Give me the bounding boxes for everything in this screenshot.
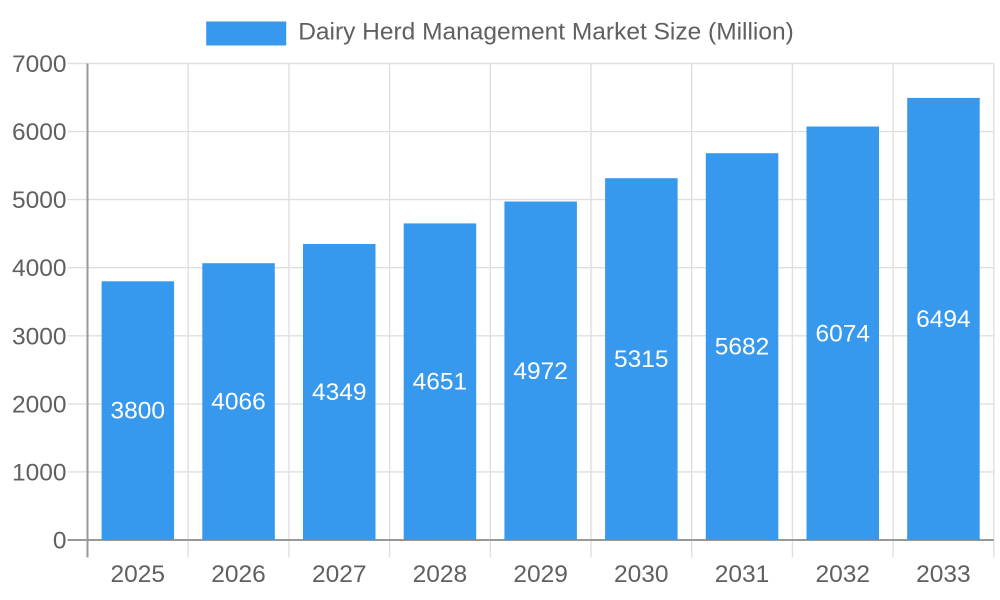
- svg-text:4000: 4000: [12, 255, 67, 282]
- svg-text:5000: 5000: [12, 187, 67, 214]
- svg-text:7000: 7000: [12, 51, 67, 78]
- svg-text:2025: 2025: [111, 561, 166, 588]
- svg-text:4651: 4651: [413, 369, 468, 396]
- svg-text:6494: 6494: [916, 306, 971, 333]
- svg-text:4349: 4349: [312, 379, 367, 406]
- svg-text:2029: 2029: [513, 561, 568, 588]
- svg-text:1000: 1000: [12, 459, 67, 486]
- svg-text:3800: 3800: [111, 398, 166, 425]
- svg-text:6074: 6074: [815, 320, 870, 347]
- svg-text:5682: 5682: [715, 334, 770, 361]
- svg-text:4066: 4066: [211, 389, 266, 416]
- svg-text:2031: 2031: [715, 561, 770, 588]
- svg-text:2030: 2030: [614, 561, 669, 588]
- svg-text:3000: 3000: [12, 323, 67, 350]
- svg-text:2033: 2033: [916, 561, 971, 588]
- svg-text:2000: 2000: [12, 391, 67, 418]
- svg-text:2032: 2032: [815, 561, 870, 588]
- svg-text:2028: 2028: [413, 561, 468, 588]
- svg-text:6000: 6000: [12, 119, 67, 146]
- svg-text:Dairy Herd Management Market S: Dairy Herd Management Market Size (Milli…: [298, 19, 794, 46]
- svg-text:2026: 2026: [211, 561, 266, 588]
- svg-text:5315: 5315: [614, 346, 669, 373]
- svg-text:4972: 4972: [513, 358, 568, 385]
- svg-text:0: 0: [53, 528, 67, 555]
- svg-text:2027: 2027: [312, 561, 367, 588]
